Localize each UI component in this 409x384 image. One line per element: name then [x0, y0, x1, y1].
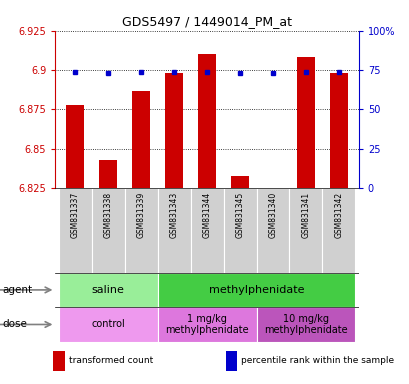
- Text: GSM831344: GSM831344: [202, 192, 211, 238]
- Text: GSM831345: GSM831345: [235, 192, 244, 238]
- Text: agent: agent: [2, 285, 32, 295]
- Bar: [322, 188, 355, 273]
- Bar: [58, 307, 157, 342]
- Bar: [190, 188, 223, 273]
- Bar: [230, 175, 249, 188]
- Bar: [157, 273, 355, 307]
- Bar: [132, 91, 150, 188]
- Text: GSM831342: GSM831342: [334, 192, 343, 238]
- Text: 10 mg/kg
methylphenidate: 10 mg/kg methylphenidate: [263, 314, 347, 335]
- Bar: [157, 307, 256, 342]
- Bar: [99, 160, 117, 188]
- Bar: [223, 188, 256, 273]
- Bar: [53, 351, 65, 371]
- Bar: [329, 73, 347, 188]
- Bar: [157, 188, 190, 273]
- Text: GSM831343: GSM831343: [169, 192, 178, 238]
- Bar: [58, 273, 157, 307]
- Text: GSM831337: GSM831337: [70, 192, 79, 238]
- Bar: [66, 105, 84, 188]
- Title: GDS5497 / 1449014_PM_at: GDS5497 / 1449014_PM_at: [122, 15, 291, 28]
- Text: GSM831339: GSM831339: [136, 192, 145, 238]
- Text: dose: dose: [2, 319, 27, 329]
- Bar: [91, 188, 124, 273]
- Text: percentile rank within the sample: percentile rank within the sample: [240, 356, 393, 366]
- Text: GSM831340: GSM831340: [268, 192, 277, 238]
- Text: saline: saline: [92, 285, 124, 295]
- Text: GSM831341: GSM831341: [301, 192, 310, 238]
- Bar: [225, 351, 236, 371]
- Bar: [296, 58, 314, 188]
- Bar: [289, 188, 322, 273]
- Text: methylphenidate: methylphenidate: [208, 285, 303, 295]
- Bar: [124, 188, 157, 273]
- Bar: [164, 73, 183, 188]
- Text: control: control: [91, 319, 125, 329]
- Text: transformed count: transformed count: [69, 356, 153, 366]
- Bar: [256, 188, 289, 273]
- Bar: [256, 307, 355, 342]
- Text: GSM831338: GSM831338: [103, 192, 112, 238]
- Text: 1 mg/kg
methylphenidate: 1 mg/kg methylphenidate: [165, 314, 248, 335]
- Bar: [263, 188, 281, 190]
- Bar: [198, 54, 216, 188]
- Bar: [58, 188, 91, 273]
